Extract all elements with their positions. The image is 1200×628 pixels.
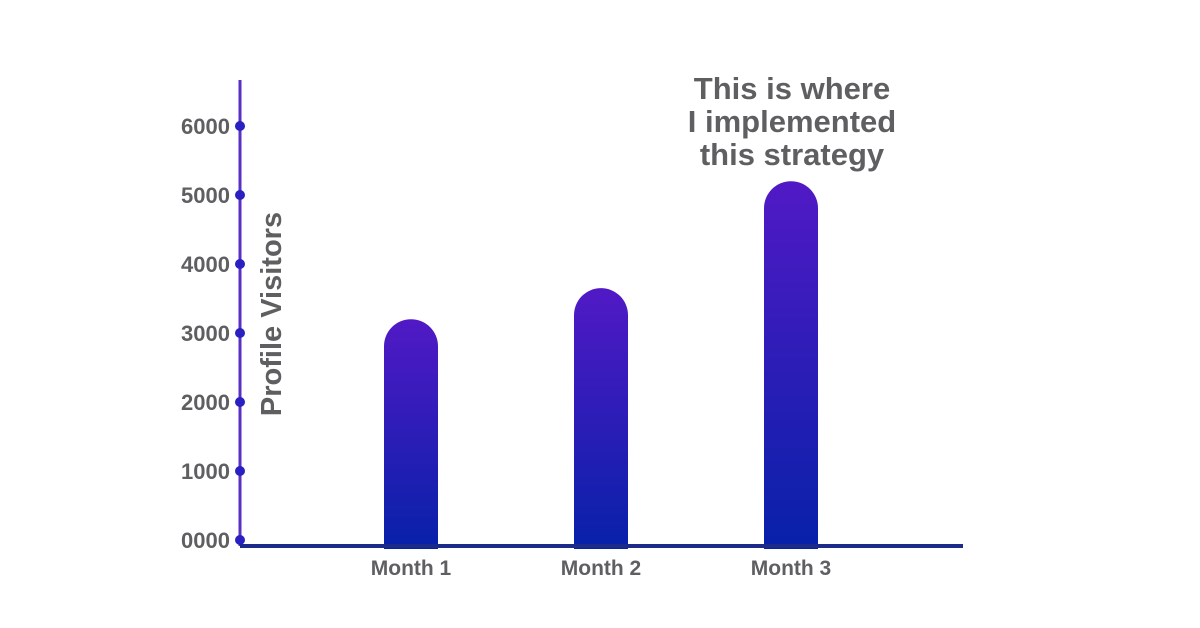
annotation-line: This is where <box>694 71 890 106</box>
y-tick-dot <box>235 190 245 200</box>
y-tick-dot <box>235 535 245 545</box>
x-category-label: Month 3 <box>751 557 831 580</box>
y-tick-dot <box>235 397 245 407</box>
y-axis-label: Profile Visitors <box>256 212 288 416</box>
y-tick-label: 4000 <box>181 252 230 277</box>
y-ticks: 0000 1000 2000 3000 4000 5000 6000 <box>181 114 245 553</box>
y-tick-label: 0000 <box>181 528 230 553</box>
y-tick-label: 1000 <box>181 459 230 484</box>
bar-month-3 <box>764 181 818 549</box>
x-category-label: Month 1 <box>371 557 452 580</box>
y-tick-label: 5000 <box>181 183 230 208</box>
bars-layer <box>384 181 818 549</box>
y-tick-dot <box>235 466 245 476</box>
y-tick-label: 6000 <box>181 114 230 139</box>
x-category-labels: Month 1 Month 2 Month 3 <box>371 557 831 580</box>
annotation-line: I implemented <box>688 104 896 139</box>
y-tick-dot <box>235 121 245 131</box>
annotation-line: this strategy <box>700 137 885 172</box>
y-tick-dot <box>235 259 245 269</box>
y-tick-label: 3000 <box>181 321 230 346</box>
bar-month-2 <box>574 288 628 549</box>
x-category-label: Month 2 <box>561 557 641 580</box>
y-tick-dot <box>235 328 245 338</box>
y-tick-label: 2000 <box>181 390 230 415</box>
bar-month-1 <box>384 319 438 549</box>
